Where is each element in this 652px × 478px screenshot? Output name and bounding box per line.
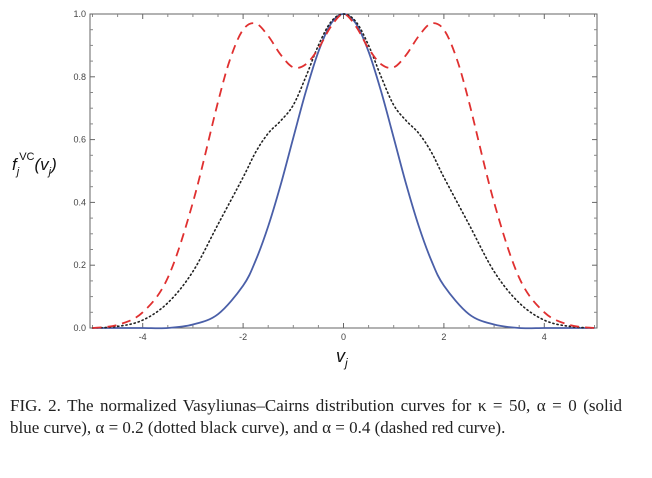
y-tick-label: 0.8 xyxy=(73,72,86,82)
figure-caption: FIG. 2. The normalized Vasyliunas–Cairns… xyxy=(10,396,622,437)
y-tick-label: 0.4 xyxy=(73,197,86,207)
y-tick-label: 0.0 xyxy=(73,323,86,333)
dotted-black-curve xyxy=(91,13,596,329)
x-tick-label: -4 xyxy=(139,332,147,342)
x-tick-label: 4 xyxy=(542,332,547,342)
y-tick-label: 0.6 xyxy=(73,135,86,145)
x-tick-label: 0 xyxy=(341,332,346,342)
x-axis-title: vj xyxy=(336,346,348,370)
y-tick-label: 0.2 xyxy=(73,260,86,270)
tick-layer: -4 -2 0 2 4 0.0 0.2 0.4 0.6 0.8 1.0 xyxy=(73,9,597,342)
chart: -4 -2 0 2 4 0.0 0.2 0.4 0.6 0.8 1.0 fjVC(vj) vj xyxy=(12,9,598,370)
y-tick-label: 1.0 xyxy=(73,9,86,19)
curve-layer xyxy=(91,13,596,330)
solid-blue-curve xyxy=(92,13,595,330)
x-tick-label: -2 xyxy=(239,332,247,342)
y-axis-title: fjVC(vj) xyxy=(12,151,57,178)
x-tick-label: 2 xyxy=(441,332,446,342)
dashed-red-curve xyxy=(92,13,595,329)
